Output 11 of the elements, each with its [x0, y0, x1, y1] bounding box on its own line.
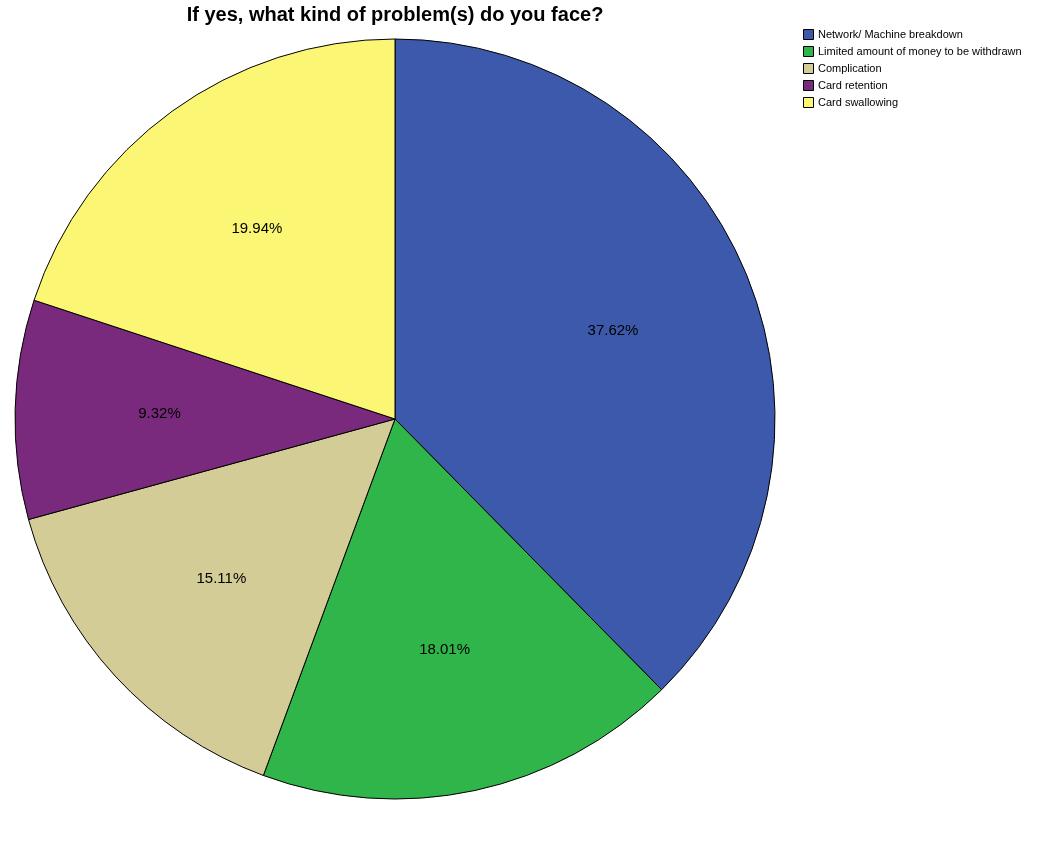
chart-title: If yes, what kind of problem(s) do you face?: [186, 3, 604, 25]
legend-label: Card retention: [818, 78, 888, 91]
data-label: 18.01%: [419, 640, 471, 658]
legend-label: Complication: [818, 61, 882, 74]
data-label: 37.62%: [587, 320, 639, 338]
data-label: 19.94%: [231, 219, 283, 237]
data-label: 9.32%: [138, 404, 181, 422]
legend-label: Limited amount of money to be withdrawn: [818, 44, 1022, 57]
legend-label: Card swallowing: [818, 95, 899, 108]
data-label: 15.11%: [196, 569, 247, 587]
legend-label: Network/ Machine breakdown: [818, 27, 963, 40]
